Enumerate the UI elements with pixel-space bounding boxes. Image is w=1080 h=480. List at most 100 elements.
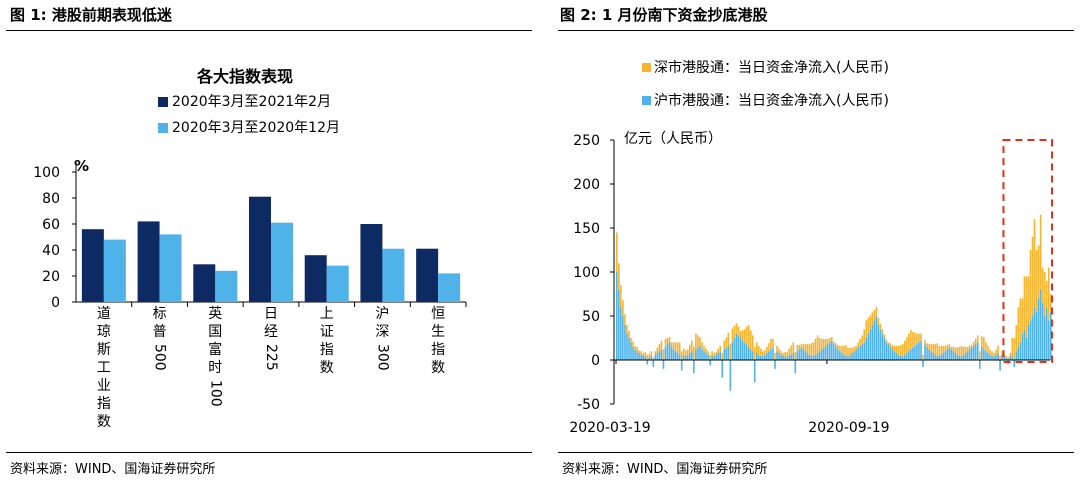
- right-bottom-rule: [558, 452, 1074, 453]
- bar-shanghai: [958, 355, 961, 360]
- right-source-note: 资料来源：WIND、国海证券研究所: [562, 462, 768, 477]
- bar-shenzhen: [944, 345, 947, 352]
- bar-shanghai: [1043, 316, 1046, 360]
- bar-shenzhen: [1049, 294, 1052, 312]
- bar-shenzhen: [857, 342, 859, 348]
- bar-shanghai: [636, 351, 638, 360]
- bar-shenzhen: [934, 344, 937, 355]
- bar-shanghai: [741, 340, 744, 360]
- bar-shanghai: [956, 354, 959, 360]
- bar-shenzhen: [650, 351, 653, 356]
- bar-shanghai: [638, 352, 640, 360]
- bar-shenzhen: [952, 346, 955, 352]
- bar-shanghai: [808, 354, 811, 360]
- bar-shenzhen: [804, 344, 807, 352]
- bar-shanghai: [908, 351, 910, 360]
- bar-shanghai: [820, 349, 823, 360]
- bar-shenzhen: [624, 314, 626, 325]
- bar-shanghai: [954, 352, 957, 360]
- bar-shanghai: [1013, 360, 1016, 368]
- bar-shanghai: [644, 356, 647, 360]
- bar-shenzhen: [918, 333, 920, 343]
- bar-shanghai: [709, 360, 711, 366]
- bar-shanghai: [877, 324, 880, 360]
- bar-shanghai: [620, 307, 622, 360]
- bar-shanghai: [835, 346, 837, 360]
- y-tick-label: 60: [42, 217, 60, 233]
- bar-shanghai: [901, 356, 904, 360]
- bar-shenzhen: [705, 348, 707, 353]
- bar-shenzhen: [689, 345, 691, 353]
- bar-shenzhen: [869, 315, 872, 330]
- bar-shenzhen: [786, 352, 788, 358]
- bar-shanghai: [1009, 356, 1012, 360]
- bar-shanghai: [676, 352, 679, 360]
- bar-shenzhen: [747, 324, 750, 347]
- bar-shanghai: [743, 342, 746, 360]
- bar-shenzhen: [737, 326, 740, 336]
- bar-shenzhen: [731, 328, 734, 343]
- bar-shenzhen: [759, 348, 762, 356]
- bar-shanghai: [735, 333, 738, 360]
- bar-shanghai: [993, 356, 995, 360]
- y-tick-label: 100: [33, 165, 60, 181]
- bar-shenzhen: [908, 333, 910, 352]
- bar-shanghai: [737, 335, 740, 360]
- bar-shenzhen: [981, 336, 983, 347]
- bar-shanghai: [966, 351, 969, 360]
- bar-shanghai: [916, 344, 918, 360]
- bar-shenzhen: [946, 345, 949, 350]
- bar-shenzhen: [691, 340, 693, 352]
- bar-shenzhen: [1037, 245, 1040, 299]
- bar-shanghai: [780, 354, 782, 360]
- y-tick-label: 100: [573, 265, 600, 281]
- bar-shanghai: [792, 352, 795, 360]
- bar-shanghai: [987, 352, 989, 360]
- bar-shenzhen: [987, 345, 989, 353]
- bar-shenzhen: [751, 335, 754, 352]
- bar-shanghai: [999, 360, 1001, 371]
- legend-label-1: 2020年3月至2021年2月: [172, 94, 331, 110]
- bar-shanghai: [1041, 302, 1044, 360]
- bar-shenzhen: [674, 342, 677, 352]
- bar-shanghai: [818, 351, 821, 360]
- bar-shanghai: [668, 342, 671, 360]
- bar-shanghai: [749, 349, 752, 360]
- bar-shanghai: [905, 352, 908, 360]
- bar-shenzhen: [938, 345, 941, 357]
- bar-shanghai: [768, 351, 770, 360]
- bar-shanghai: [693, 360, 695, 374]
- bar-shanghai: [849, 354, 851, 360]
- bar-shenzhen: [796, 345, 799, 352]
- bar-shenzhen: [648, 353, 651, 358]
- bar-shanghai: [983, 349, 985, 360]
- bar-1: [249, 196, 271, 302]
- bar-shanghai: [646, 360, 649, 365]
- bar-shanghai: [1035, 311, 1038, 360]
- bar-shanghai: [719, 351, 722, 360]
- left-title-rule: [6, 30, 532, 31]
- bar-2: [382, 248, 405, 302]
- bar-shenzhen: [885, 339, 888, 343]
- y-tick-label: 40: [42, 243, 60, 259]
- bar-shanghai: [1017, 346, 1020, 360]
- y-tick-label: -50: [577, 397, 600, 413]
- bar-shenzhen: [686, 349, 689, 355]
- bar-shanghai: [616, 272, 618, 360]
- bar-shenzhen: [684, 350, 687, 357]
- bar-shanghai: [837, 349, 839, 360]
- bar-shenzhen: [991, 351, 993, 356]
- bar-shenzhen: [851, 347, 853, 353]
- bar-shenzhen: [877, 317, 880, 325]
- bar-shenzhen: [1007, 357, 1010, 360]
- bar-shanghai: [766, 352, 768, 360]
- bar-shanghai: [1005, 357, 1007, 360]
- bar-shanghai: [948, 347, 951, 360]
- bar-shenzhen: [616, 232, 618, 272]
- bar-shanghai: [944, 351, 947, 360]
- bar-shenzhen: [1045, 280, 1048, 308]
- bar-shanghai: [891, 349, 894, 360]
- bar-shanghai: [745, 344, 748, 360]
- bar-shenzhen: [1009, 352, 1012, 357]
- bar-2: [103, 239, 126, 302]
